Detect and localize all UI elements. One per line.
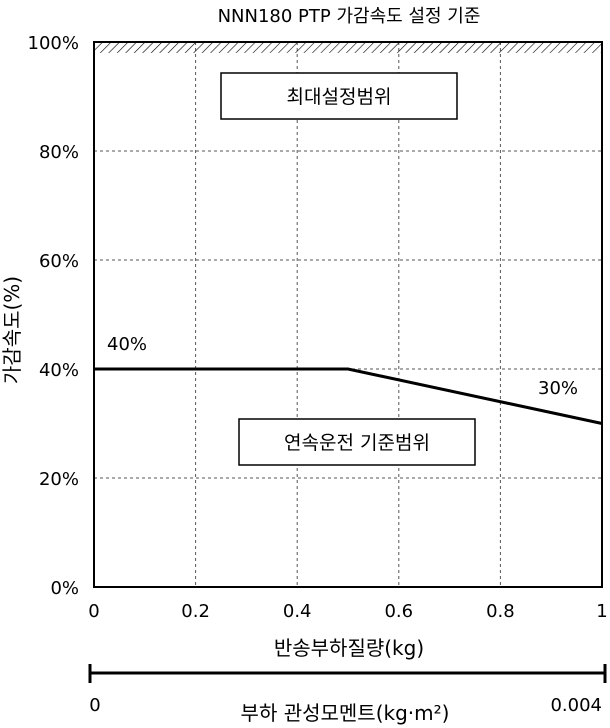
secondary-axis [88, 664, 607, 683]
lower-region-label: 연속운전 기준범위 [284, 432, 430, 454]
upper-region-label: 최대설정범위 [287, 86, 392, 108]
secondary-axis-title: 부하 관성모멘트(kg·m²) [241, 701, 450, 725]
end-value-label: 30% [538, 378, 578, 399]
x-tick-labels: 0 0.2 0.4 0.6 0.8 1 [88, 601, 607, 622]
upper-region-box [220, 72, 458, 120]
x-tick-label: 0.2 [181, 601, 210, 622]
y-tick-label: 80% [39, 142, 79, 163]
x-axis-label: 반송부하질량(kg) [274, 636, 424, 660]
y-axis-label: 가감속도(%) [0, 276, 24, 384]
y-tick-labels: 0% 20% 40% 60% 80% 100% [28, 33, 79, 599]
chart-title: NNN180 PTP 가감속도 설정 기준 [218, 6, 481, 27]
series-line [94, 367, 603, 425]
secondary-axis-max-label: 0.004 [550, 695, 602, 716]
x-tick-label: 0.4 [283, 601, 312, 622]
grid-lines [94, 42, 602, 587]
series-layer [94, 367, 603, 425]
x-tick-label: 0.8 [486, 601, 515, 622]
lower-region-box [238, 418, 476, 466]
start-value-label: 40% [107, 334, 147, 355]
plot-frame [93, 41, 603, 588]
y-tick-label: 0% [50, 578, 79, 599]
upper-limit-hatch [94, 42, 602, 53]
y-tick-label: 40% [39, 360, 79, 381]
secondary-axis-min-label: 0 [89, 695, 100, 716]
x-tick-label: 0 [88, 601, 99, 622]
plot-border [93, 41, 603, 588]
y-tick-label: 20% [39, 469, 79, 490]
x-tick-label: 0.6 [384, 601, 413, 622]
y-tick-label: 100% [28, 33, 79, 54]
x-tick-label: 1 [596, 601, 607, 622]
y-tick-label: 60% [39, 251, 79, 272]
hatch-region [94, 42, 602, 53]
